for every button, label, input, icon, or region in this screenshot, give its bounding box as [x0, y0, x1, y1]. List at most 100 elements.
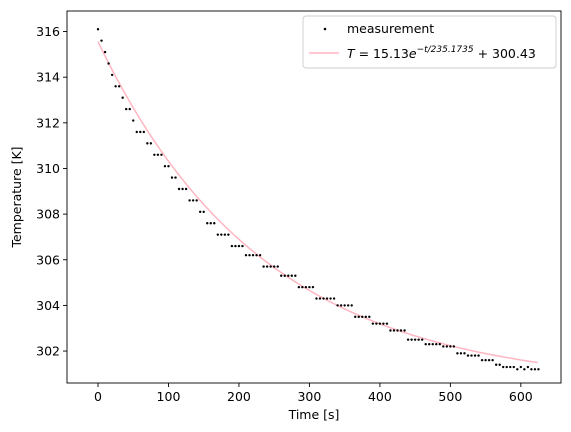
- measurement-point: [255, 254, 258, 257]
- measurement-point: [509, 365, 512, 369]
- measurement-point: [244, 254, 248, 257]
- measurement-point: [234, 244, 237, 248]
- measurement-point: [406, 338, 410, 341]
- measurement-point: [276, 265, 279, 268]
- measurement-point: [332, 297, 336, 300]
- measurement-point: [167, 164, 170, 168]
- legend-fit-equals: = 15.13: [355, 46, 409, 61]
- measurement-point: [537, 368, 540, 371]
- x-tick-label: 500: [438, 389, 462, 404]
- x-tick-label: 300: [297, 389, 321, 404]
- measurement-point: [385, 322, 389, 325]
- x-axis-label: Time [s]: [288, 407, 340, 422]
- legend: measurement T = 15.13e−t/235.1735 + 300.…: [302, 15, 557, 69]
- measurement-point: [431, 343, 434, 346]
- measurement-point: [498, 363, 501, 366]
- legend-fit-exponent: −t/235.1735: [417, 45, 474, 55]
- y-ticks: 302 304 306 308 310 312 314 316: [36, 24, 67, 359]
- measurement-point: [435, 343, 438, 346]
- measurement-point: [128, 107, 131, 111]
- measurement-point: [156, 153, 160, 156]
- x-tick-label: 400: [368, 389, 392, 404]
- measurement-point: [445, 345, 449, 348]
- measurement-point: [512, 365, 515, 369]
- legend-fit-lhs: T: [347, 46, 356, 61]
- measurement-point: [318, 297, 322, 300]
- measurement-point: [301, 285, 304, 289]
- plot-frame: [66, 10, 562, 384]
- measurement-point: [442, 345, 445, 348]
- measurement-point: [375, 322, 378, 325]
- measurement-point: [491, 358, 494, 362]
- y-tick-label: 314: [36, 70, 60, 85]
- measurement-point: [149, 142, 153, 145]
- measurement-point: [237, 244, 241, 248]
- measurement-point: [487, 358, 491, 362]
- measurement-point: [339, 304, 343, 307]
- measurement-point: [449, 345, 452, 348]
- measurement-point: [125, 107, 128, 111]
- measurement-point: [463, 352, 466, 355]
- measurement-point: [223, 233, 227, 236]
- measurement-point: [135, 130, 138, 134]
- measurement-point: [188, 199, 191, 202]
- x-tick-label: 600: [509, 389, 533, 404]
- measurement-point: [304, 285, 308, 289]
- measurement-point: [420, 338, 424, 341]
- measurement-point: [364, 315, 367, 319]
- measurement-point: [477, 354, 480, 357]
- measurement-point: [350, 304, 353, 307]
- fit-line: [97, 41, 538, 364]
- measurement-point: [142, 130, 146, 134]
- measurement-point: [139, 130, 142, 134]
- y-tick-label: 310: [36, 161, 60, 176]
- measurement-point: [230, 244, 234, 248]
- measurement-point: [424, 343, 427, 346]
- measurement-point: [100, 39, 103, 42]
- measurement-point: [311, 285, 315, 289]
- measurement-point: [329, 297, 332, 300]
- measurement-point: [438, 343, 441, 346]
- measurement-point: [410, 338, 413, 341]
- measurement-point: [153, 153, 156, 156]
- measurement-point: [265, 265, 269, 268]
- measurement-point: [516, 368, 519, 371]
- measurement-point: [382, 322, 385, 325]
- y-tick-label: 302: [36, 344, 60, 359]
- measurement-point: [170, 176, 174, 179]
- measurement-point: [269, 265, 272, 268]
- legend-fit-tail: + 300.43: [474, 46, 536, 61]
- measurement-point: [114, 85, 117, 88]
- x-tick-label: 200: [227, 389, 251, 404]
- measurement-point: [343, 304, 346, 307]
- measurement-point: [336, 304, 339, 307]
- measurement-point: [480, 358, 484, 362]
- measurement-point: [466, 354, 470, 357]
- legend-box: [302, 15, 557, 69]
- measurement-point: [216, 233, 220, 236]
- measurement-point: [368, 315, 371, 319]
- y-tick-label: 312: [36, 115, 60, 130]
- measurement-point: [241, 244, 244, 248]
- measurement-point: [184, 187, 188, 191]
- measurement-point: [227, 233, 230, 236]
- measurement-point: [371, 322, 375, 325]
- measurement-point: [248, 254, 251, 257]
- measurement-point: [403, 329, 406, 332]
- measurement-point: [294, 274, 297, 277]
- measurement-point: [308, 285, 311, 289]
- measurement-point: [287, 274, 290, 277]
- measurement-point: [459, 352, 463, 355]
- measurement-point: [202, 210, 205, 214]
- measurement-point: [396, 329, 399, 332]
- measurement-point: [121, 96, 124, 99]
- measurement-point: [110, 73, 114, 77]
- measurement-point: [473, 354, 477, 357]
- measurement-point: [389, 329, 392, 332]
- legend-label-fit: T = 15.13e−t/235.1735 + 300.43: [347, 45, 536, 61]
- points-layer: [96, 28, 540, 371]
- measurement-point: [191, 199, 195, 202]
- measurement-point: [357, 315, 360, 319]
- measurement-point: [346, 304, 350, 307]
